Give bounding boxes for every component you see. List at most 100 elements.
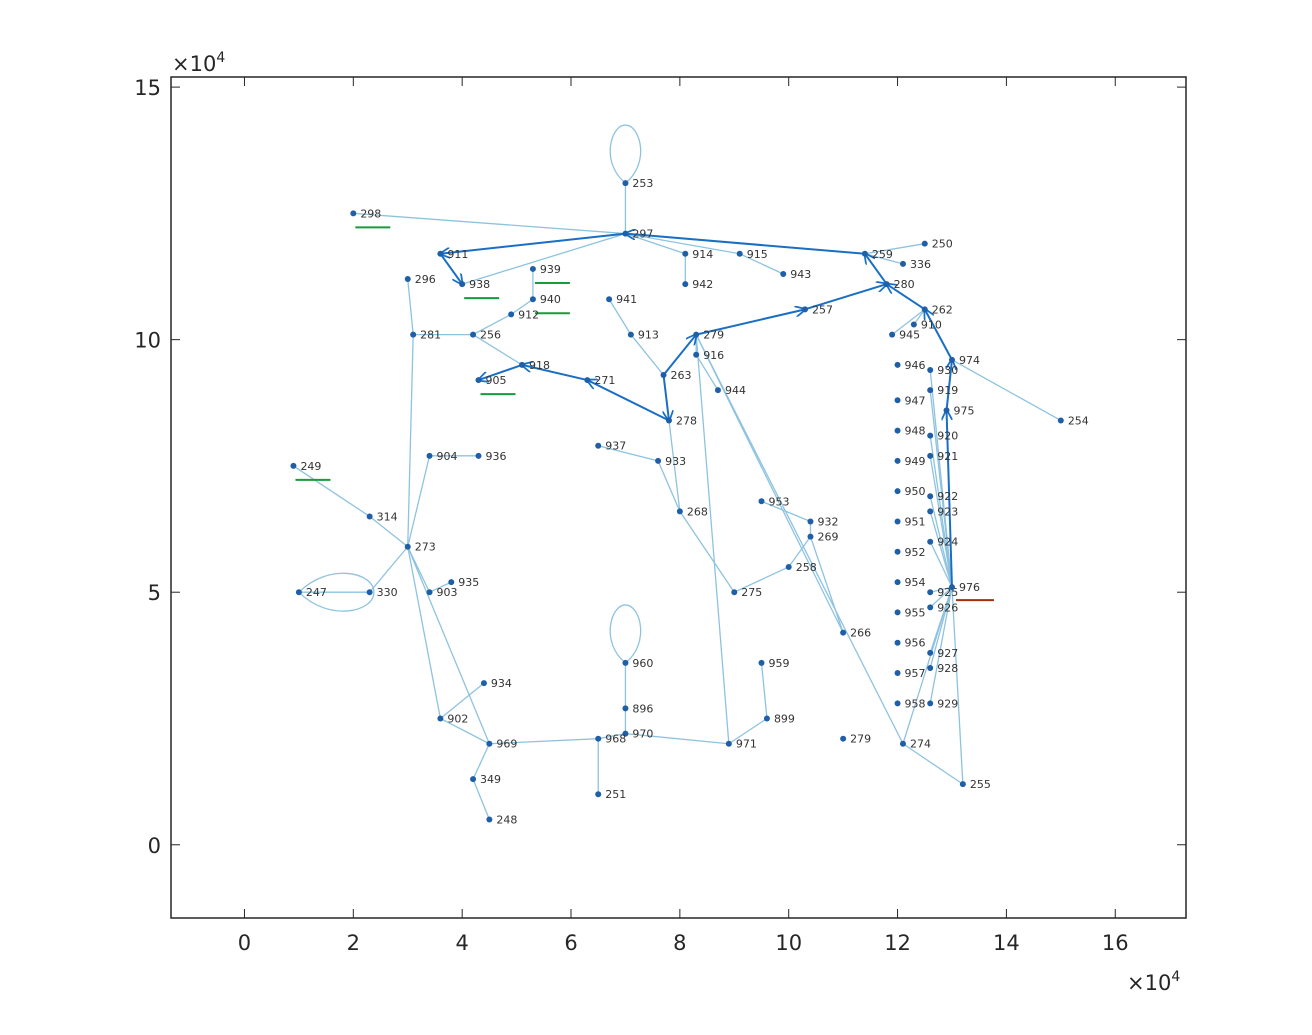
node-label-314: 314 <box>377 510 398 523</box>
node-940 <box>529 296 536 303</box>
node-937 <box>595 442 602 449</box>
node-926 <box>927 604 934 611</box>
ticks-layer: 0 2 4 6 8 10 12 14 16 0 5 10 15 <box>134 76 1186 955</box>
y-tick-label-15: 15 <box>134 76 161 100</box>
node-label-914: 914 <box>692 248 713 261</box>
node-label-950: 950 <box>905 485 926 498</box>
node-920 <box>927 432 934 439</box>
path-arrow-280-259 <box>865 254 888 285</box>
edge-273-902 <box>407 546 442 719</box>
node-933 <box>655 457 662 464</box>
node-958 <box>894 700 901 707</box>
node-label-273: 273 <box>415 541 436 554</box>
node-921 <box>927 452 934 459</box>
edge-278-268 <box>668 420 681 512</box>
edge-298-297 <box>353 212 626 235</box>
node-975 <box>943 407 950 414</box>
node-314 <box>366 513 373 520</box>
edge-268-275 <box>679 511 735 593</box>
node-274 <box>899 740 906 747</box>
edge-933-268 <box>657 460 681 512</box>
path-arrow-263-278 <box>664 374 669 420</box>
node-label-262: 262 <box>932 303 953 316</box>
node-954 <box>894 579 901 586</box>
node-label-253: 253 <box>632 177 653 190</box>
node-label-941: 941 <box>616 293 637 306</box>
edge-274-255 <box>902 743 964 785</box>
node-936 <box>475 452 482 459</box>
path-arrow-262-280 <box>887 284 926 311</box>
node-910 <box>910 321 917 328</box>
y-tick-label-10: 10 <box>134 329 161 353</box>
node-912 <box>508 311 515 318</box>
node-label-948: 948 <box>905 425 926 438</box>
node-label-913: 913 <box>638 329 659 342</box>
self-loop-247 <box>298 572 375 612</box>
node-label-274: 274 <box>910 738 931 751</box>
node-label-937: 937 <box>605 440 626 453</box>
edge-281-296 <box>407 278 414 335</box>
node-label-936: 936 <box>485 450 506 463</box>
node-279 <box>840 735 847 742</box>
path-arrow-271-918 <box>522 365 588 382</box>
node-925 <box>927 589 934 596</box>
edge-279-274 <box>695 334 904 745</box>
node-253 <box>622 180 629 187</box>
node-label-952: 952 <box>905 546 926 559</box>
node-label-954: 954 <box>905 576 926 589</box>
node-255 <box>959 781 966 788</box>
y-tick-label-5: 5 <box>148 581 161 605</box>
node-label-928: 928 <box>937 662 958 675</box>
edge-256-912 <box>472 313 512 336</box>
node-259 <box>861 250 868 257</box>
edge-968-970 <box>598 732 626 740</box>
node-251 <box>595 791 602 798</box>
x-tick-label-8: 8 <box>673 931 686 955</box>
edge-969-968 <box>489 738 599 745</box>
node-label-899: 899 <box>774 712 795 725</box>
edge-971-899 <box>728 717 768 745</box>
node-911 <box>437 250 444 257</box>
node-label-974: 974 <box>959 354 980 367</box>
node-914 <box>682 250 689 257</box>
node-256 <box>470 331 477 338</box>
node-label-298: 298 <box>360 207 381 220</box>
node-label-956: 956 <box>905 637 926 650</box>
node-label-922: 922 <box>937 490 958 503</box>
node-971 <box>725 740 732 747</box>
node-296 <box>404 276 411 283</box>
edge-976-924 <box>929 541 953 588</box>
edge-249-314 <box>293 465 371 517</box>
node-269 <box>807 533 814 540</box>
node-952 <box>894 548 901 555</box>
node-915 <box>736 250 743 257</box>
node-label-921: 921 <box>937 450 958 463</box>
node-913 <box>627 331 634 338</box>
node-263 <box>660 372 667 379</box>
edge-976-919 <box>929 390 953 588</box>
path-arrow-263-279 <box>662 335 697 376</box>
path-layer <box>440 234 952 588</box>
path-arrow-911-938 <box>439 253 462 284</box>
node-label-268: 268 <box>687 505 708 518</box>
self-loop-960 <box>609 604 642 664</box>
node-label-296: 296 <box>415 273 436 286</box>
edge-938-297 <box>461 232 626 285</box>
node-916 <box>693 351 700 358</box>
edge-273-969 <box>407 546 490 744</box>
node-label-916: 916 <box>703 349 724 362</box>
x-tick-label-2: 2 <box>347 931 360 955</box>
node-label-279: 279 <box>850 733 871 746</box>
node-905 <box>475 377 482 384</box>
node-label-247: 247 <box>306 586 327 599</box>
edge-281-273 <box>407 334 414 547</box>
edge-976-921 <box>929 455 953 588</box>
node-904 <box>426 452 433 459</box>
node-label-947: 947 <box>905 394 926 407</box>
node-label-278: 278 <box>676 414 697 427</box>
edge-913-941 <box>608 298 632 335</box>
node-945 <box>889 331 896 338</box>
edge-918-256 <box>472 334 523 366</box>
edge-902-969 <box>440 717 490 745</box>
node-934 <box>480 680 487 687</box>
